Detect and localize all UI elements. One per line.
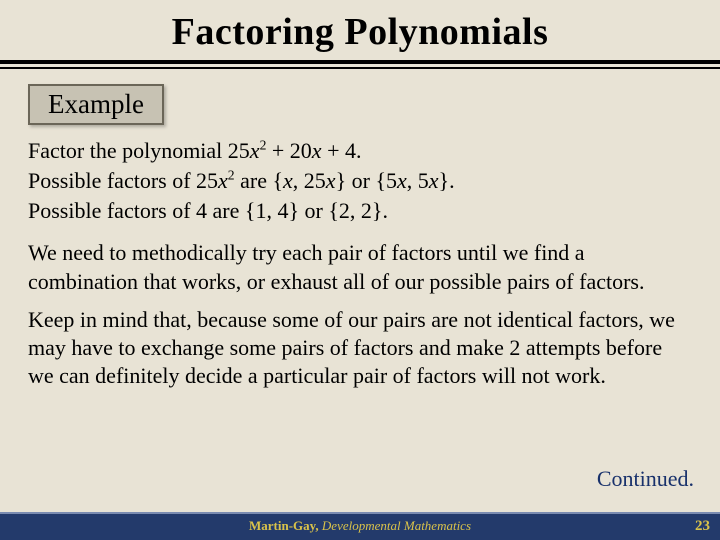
title-rule: [0, 60, 720, 70]
exponent-2: 2: [228, 168, 235, 183]
page-title: Factoring Polynomials: [0, 10, 720, 54]
line-factors-4: Possible factors of 4 are {1, 4} or {2, …: [28, 197, 692, 225]
footer-book: Developmental Mathematics: [322, 518, 471, 533]
text: + 4.: [322, 138, 362, 163]
text: , 5: [407, 168, 429, 193]
line-factors-25x2: Possible factors of 25x2 are {x, 25x} or…: [28, 167, 692, 195]
content-area: Factor the polynomial 25x2 + 20x + 4. Po…: [0, 125, 720, 390]
var-x: x: [312, 138, 322, 163]
footer-author: Martin-Gay,: [249, 518, 322, 533]
footer-bar: Martin-Gay, Developmental Mathematics 23: [0, 512, 720, 540]
example-label-box: Example: [28, 84, 164, 125]
text: , 25: [293, 168, 326, 193]
text: + 20: [266, 138, 311, 163]
continued-label: Continued.: [597, 466, 694, 492]
var-x: x: [397, 168, 407, 193]
footer-text: Martin-Gay, Developmental Mathematics: [0, 518, 720, 534]
var-x: x: [218, 168, 228, 193]
var-x: x: [250, 138, 260, 163]
text: } or {5: [336, 168, 397, 193]
line-factor-polynomial: Factor the polynomial 25x2 + 20x + 4.: [28, 137, 692, 165]
var-x: x: [326, 168, 336, 193]
var-x: x: [283, 168, 293, 193]
paragraph-keepinmind: Keep in mind that, because some of our p…: [28, 306, 692, 390]
text: }.: [439, 168, 455, 193]
example-row: Example: [0, 70, 720, 125]
title-area: Factoring Polynomials: [0, 0, 720, 60]
paragraph-method: We need to methodically try each pair of…: [28, 239, 692, 295]
text: Factor the polynomial 25: [28, 138, 250, 163]
text: Possible factors of 25: [28, 168, 218, 193]
page-number: 23: [695, 518, 710, 535]
text: are {: [235, 168, 283, 193]
var-x: x: [429, 168, 439, 193]
slide: Factoring Polynomials Example Factor the…: [0, 0, 720, 540]
